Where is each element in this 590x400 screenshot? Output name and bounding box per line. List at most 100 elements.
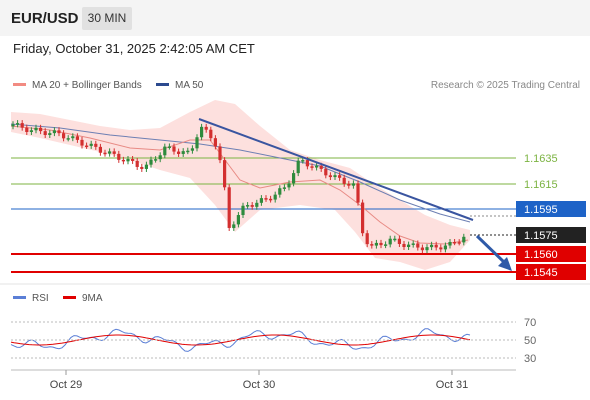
candle	[144, 161, 148, 172]
candle	[135, 157, 139, 170]
timeframe-button[interactable]: 30 MIN	[82, 7, 132, 30]
candle	[16, 120, 20, 128]
candle	[269, 195, 273, 203]
candle	[356, 180, 360, 206]
candle	[62, 130, 66, 142]
price-label-1.1560: 1.1560	[524, 249, 558, 261]
rsi-tick-30: 30	[524, 353, 536, 365]
candle	[278, 185, 282, 198]
ma20-label: MA 20 + Bollinger Bands	[32, 80, 142, 91]
candle	[246, 202, 250, 209]
candle	[402, 240, 406, 251]
candle	[430, 241, 434, 251]
legend-rsi: RSI	[13, 293, 49, 304]
candle	[195, 134, 199, 152]
price-label-1.1615: 1.1615	[524, 179, 558, 191]
candle	[48, 130, 52, 139]
candle	[462, 233, 466, 246]
candle	[89, 140, 93, 149]
candle	[434, 241, 438, 251]
candle	[443, 242, 447, 253]
candle	[420, 244, 424, 254]
rsi-tick-70: 70	[524, 317, 536, 329]
candle	[57, 127, 61, 137]
ma50-swatch	[156, 82, 169, 86]
candle	[140, 163, 144, 172]
candle	[25, 124, 29, 135]
candle	[407, 241, 411, 251]
candle	[370, 241, 374, 249]
candle	[121, 156, 125, 165]
candle	[117, 150, 121, 163]
candle	[351, 180, 355, 189]
candle	[453, 239, 457, 246]
candle	[172, 143, 176, 155]
candle	[20, 120, 24, 131]
ma9-label: 9MA	[82, 293, 103, 304]
candle	[361, 199, 365, 237]
candle	[388, 235, 392, 248]
candle	[374, 239, 378, 249]
price-tag-1.1595	[516, 201, 586, 217]
candle	[98, 143, 102, 156]
candle	[11, 121, 15, 130]
price-label-1.1595: 1.1595	[524, 204, 558, 216]
candle	[264, 195, 268, 202]
rsi-label: RSI	[32, 293, 49, 304]
candle	[315, 162, 319, 171]
bollinger-band	[11, 100, 470, 270]
candle	[158, 152, 162, 163]
candle	[448, 239, 452, 249]
candle	[103, 149, 107, 157]
candle	[94, 140, 98, 150]
candle	[190, 145, 194, 154]
ma50-line	[10, 123, 471, 223]
candle	[342, 174, 346, 187]
candle	[333, 172, 337, 181]
ma50-label: MA 50	[175, 80, 204, 91]
candle	[241, 202, 245, 219]
candle	[328, 172, 332, 181]
candle	[186, 147, 190, 155]
research-credit: Research © 2025 Trading Central	[430, 80, 580, 91]
candle	[52, 127, 56, 137]
price-tag-1.1575	[516, 227, 586, 243]
candle	[200, 123, 204, 141]
candle	[71, 133, 75, 142]
price-tag-1.1545	[516, 264, 586, 280]
candle	[236, 212, 240, 228]
price-label-1.1635: 1.1635	[524, 153, 558, 165]
candle	[154, 156, 158, 163]
price-tag-1.1560	[516, 246, 586, 262]
candle	[379, 239, 383, 249]
legend-9ma: 9MA	[63, 293, 103, 304]
candle	[177, 148, 181, 157]
candle	[439, 244, 443, 253]
candle	[108, 148, 112, 157]
projection-arrow-head	[498, 257, 512, 271]
candle	[411, 240, 415, 248]
candle	[365, 230, 369, 248]
candle	[29, 127, 33, 135]
candle	[112, 148, 116, 157]
x-tick-label: Oct 29	[50, 379, 82, 391]
candle	[213, 135, 217, 150]
candle	[75, 133, 79, 143]
candle	[163, 143, 167, 159]
candle	[126, 155, 130, 165]
price-label-1.1575: 1.1575	[524, 230, 558, 242]
candle	[282, 184, 286, 192]
trend-line	[198, 118, 474, 221]
symbol-title: EUR/USD	[11, 10, 79, 27]
candle	[218, 143, 222, 164]
legend-ma50: MA 50	[156, 80, 203, 91]
candle	[209, 126, 213, 142]
candle	[273, 191, 277, 203]
candle	[292, 170, 296, 187]
candle	[287, 180, 291, 191]
candle	[425, 244, 429, 254]
chart-header: EUR/USD 30 MIN	[0, 0, 590, 36]
candle	[338, 172, 342, 181]
candle	[80, 136, 84, 149]
